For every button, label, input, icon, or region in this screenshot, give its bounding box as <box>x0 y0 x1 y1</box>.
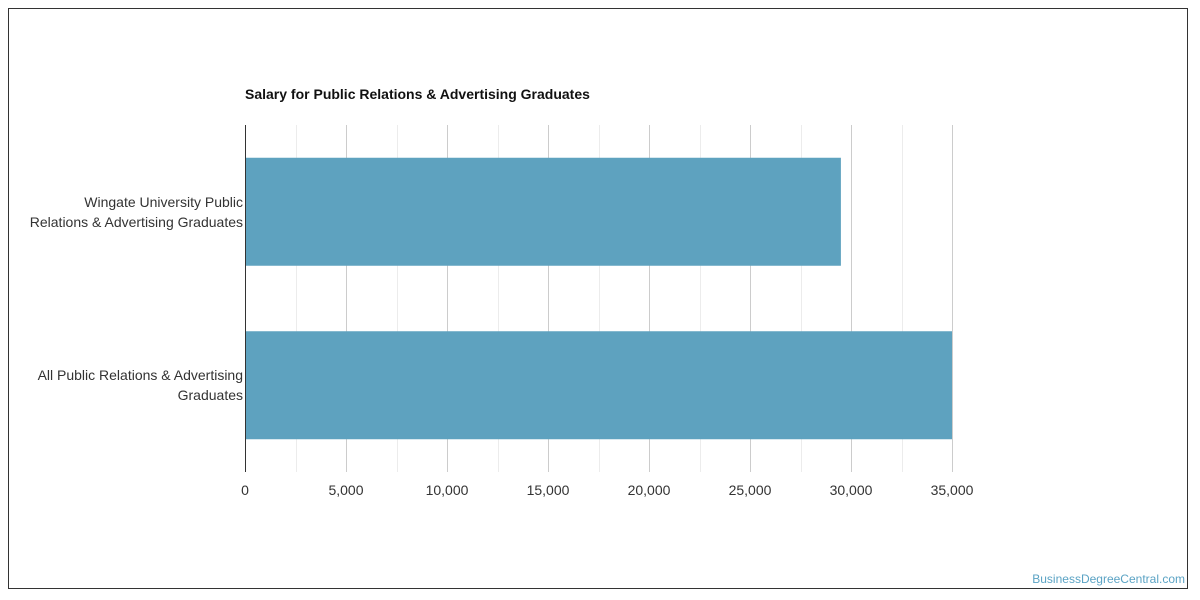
x-tick-label: 15,000 <box>527 482 570 498</box>
x-axis-ticks: 0 5,000 10,000 15,000 20,000 25,000 30,000 35,0… <box>241 482 974 498</box>
category-label: All Public Relations & Advertising Gradua… <box>8 365 243 405</box>
x-tick-label: 10,000 <box>426 482 469 498</box>
bars <box>245 157 952 440</box>
x-tick-label: 35,000 <box>931 482 974 498</box>
x-tick-label: 25,000 <box>729 482 772 498</box>
chart-frame <box>8 8 1188 589</box>
category-label-line: Wingate University Public <box>84 193 243 210</box>
chart-title: Salary for Public Relations & Advertisin… <box>245 86 590 102</box>
x-tick-label: 20,000 <box>628 482 671 498</box>
category-label-line: All Public Relations & Advertising <box>37 367 243 384</box>
x-tick-label: 30,000 <box>830 482 873 498</box>
category-label-line: Graduates <box>177 387 243 404</box>
bar[interactable] <box>245 331 952 440</box>
category-label: Wingate University Public Relations & Adv… <box>8 192 243 232</box>
x-tick-label: 5,000 <box>328 482 363 498</box>
category-label-line: Relations & Advertising Graduates <box>29 213 243 230</box>
x-tick-label: 0 <box>241 482 249 498</box>
source-credit[interactable]: BusinessDegreeCentral.com <box>1032 572 1185 586</box>
bar[interactable] <box>245 157 841 266</box>
